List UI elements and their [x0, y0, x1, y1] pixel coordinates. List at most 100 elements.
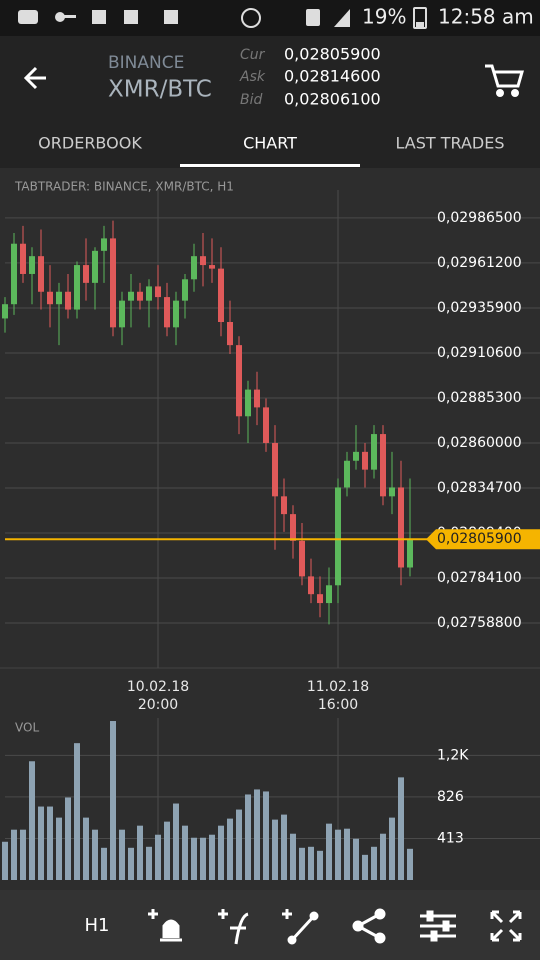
y-tick-label: 1,2K [437, 747, 469, 763]
candle-body [173, 300, 179, 328]
volume-bar [92, 829, 98, 880]
volume-bar [101, 847, 107, 880]
candle-body [407, 539, 413, 568]
volume-bar [344, 828, 350, 880]
y-tick-label: 0,02860000 [437, 435, 522, 451]
volume-bar [263, 791, 269, 880]
app-header [0, 36, 540, 168]
volume-bar [119, 829, 125, 880]
volume-bar [236, 809, 242, 880]
volume-bar [47, 806, 53, 880]
tab[interactable]: LAST TRADES [395, 134, 504, 153]
volume-bar [137, 825, 143, 880]
candle-body [182, 279, 188, 301]
y-tick-label: 0,02961200 [437, 255, 522, 271]
volume-bar [155, 834, 161, 880]
volume-bar [200, 837, 206, 880]
volume-bar [182, 825, 188, 880]
volume-bar [227, 818, 233, 880]
timeframe-button[interactable]: H1 [85, 915, 110, 936]
candle-body [362, 451, 368, 470]
candle-body [155, 286, 161, 298]
candle-body [236, 345, 242, 417]
volume-bar [299, 847, 305, 880]
volume-bar [65, 797, 71, 880]
y-tick-label: 826 [437, 789, 464, 805]
tab-indicator [180, 164, 360, 167]
y-tick-label: 0,02784100 [437, 570, 522, 586]
candle-body [128, 291, 134, 301]
volume-bar [110, 721, 116, 880]
candle-body [110, 238, 116, 328]
current-price-tag [426, 529, 540, 550]
volume-bar [173, 803, 179, 880]
candle-body [317, 594, 323, 604]
y-tick-label: 0,02758800 [437, 615, 522, 631]
status-bar [0, 0, 540, 36]
volume-bar [407, 848, 413, 880]
candle-body [119, 300, 125, 328]
y-tick-label: 0,02910600 [437, 345, 522, 361]
y-tick-label: 0,02885300 [437, 390, 522, 406]
volume-bar [164, 821, 170, 880]
price-label: Bid [240, 92, 262, 108]
y-tick-label: 413 [437, 830, 464, 846]
candle-body [272, 442, 278, 497]
volume-bar [209, 834, 215, 880]
candle-body [299, 540, 305, 577]
candle-body [200, 256, 206, 266]
candle-body [164, 297, 170, 328]
candle-body [209, 265, 215, 269]
chart-title: TABTRADER: BINANCE, XMR/BTC, H1 [14, 180, 234, 194]
candle-body [101, 238, 107, 251]
volume-bar [2, 841, 8, 880]
price-label: Ask [239, 69, 266, 85]
candle-body [146, 286, 152, 301]
price-value: 0,02814600 [284, 67, 381, 86]
candle-body [371, 434, 377, 470]
volume-bar [254, 789, 260, 880]
candle-body [191, 256, 197, 280]
volume-bar [272, 819, 278, 880]
volume-bar [128, 847, 134, 880]
y-tick-label: 0,02834700 [437, 480, 522, 496]
candle-body [263, 407, 269, 443]
candle-body [20, 243, 26, 274]
candle-body [11, 243, 17, 305]
price-value: 0,02805900 [284, 45, 381, 64]
toolbar-icons[interactable] [148, 908, 522, 945]
candle-body [335, 487, 341, 586]
clock: 12:58 am [438, 5, 534, 29]
volume-bar [308, 846, 314, 880]
candle-body [47, 291, 53, 305]
tab-active[interactable]: CHART [243, 134, 297, 153]
battery: 19% [362, 5, 406, 29]
candle-body [245, 389, 251, 417]
candle-body [389, 487, 395, 497]
candle-body [38, 256, 44, 292]
tab[interactable]: ORDERBOOK [38, 134, 142, 153]
candle-body [308, 576, 314, 595]
candle-body [344, 460, 350, 488]
candle-body [353, 451, 359, 461]
volume-bar [353, 838, 359, 880]
volume-title: VOL [15, 721, 39, 735]
candle-body [281, 496, 287, 515]
y-tick-label: 0,02935900 [437, 300, 522, 316]
status-icons [18, 7, 427, 29]
volume-bar [380, 833, 386, 880]
volume-bar [281, 814, 287, 880]
candle-body [74, 265, 80, 310]
candle-body [326, 585, 332, 604]
cart-button[interactable] [485, 64, 524, 97]
volume-bar [218, 825, 224, 880]
volume-bar [146, 846, 152, 880]
exchange: BINANCE [108, 53, 184, 73]
volume-bar [11, 829, 17, 880]
price-label: Cur [240, 47, 266, 63]
back-button[interactable] [23, 66, 46, 90]
volume-bar [20, 829, 26, 880]
candle-body [380, 434, 386, 497]
price-value: 0,02806100 [284, 90, 381, 109]
